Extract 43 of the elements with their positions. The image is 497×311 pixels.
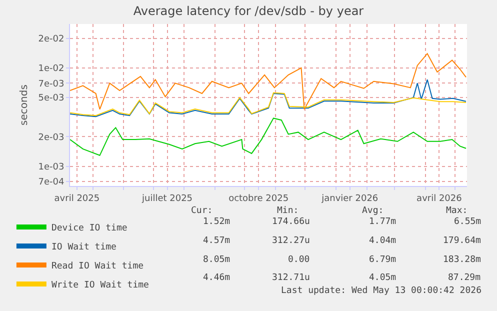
y-axis-title: seconds bbox=[19, 84, 30, 126]
text: 87.29m bbox=[448, 273, 481, 283]
legend-label: IO Wait time bbox=[51, 242, 116, 253]
text: Max: bbox=[446, 206, 468, 216]
text: 4.46m bbox=[203, 273, 230, 283]
legend-label: Device IO time bbox=[51, 224, 128, 234]
y-tick-label: 2e-03 bbox=[38, 132, 64, 143]
x-tick-label: octobre 2025 bbox=[228, 194, 289, 204]
y-tick-label: 7e-03 bbox=[38, 79, 64, 90]
text: 6.79m bbox=[369, 255, 396, 265]
x-tick-label: avril 2025 bbox=[54, 194, 100, 204]
x-tick-label: janvier 2026 bbox=[320, 194, 378, 204]
text: 312.27u bbox=[272, 236, 310, 246]
legend-label: Write IO Wait time bbox=[51, 280, 149, 291]
text: 1.52m bbox=[203, 217, 230, 227]
text: 4.04m bbox=[369, 236, 396, 246]
legend-label: Read IO Wait time bbox=[51, 262, 144, 272]
line-series bbox=[70, 53, 467, 110]
chart-title: Average latency for /dev/sdb - by year bbox=[133, 4, 364, 18]
text: 312.71u bbox=[272, 273, 310, 283]
text: 4.05m bbox=[369, 273, 396, 283]
text: 183.28m bbox=[443, 255, 481, 265]
text: 174.66u bbox=[272, 217, 310, 227]
text: 1.77m bbox=[369, 217, 396, 227]
x-tick-label: avril 2026 bbox=[416, 194, 462, 204]
line-series bbox=[70, 79, 467, 118]
text: 8.05m bbox=[203, 255, 230, 265]
x-tick-label: juillet 2025 bbox=[140, 194, 193, 204]
line-series bbox=[70, 118, 467, 156]
text: Avg: bbox=[362, 206, 384, 216]
text: 179.64m bbox=[443, 236, 481, 246]
y-tick-label: 2e-02 bbox=[38, 34, 64, 45]
y-tick-label: 7e-04 bbox=[38, 178, 64, 188]
line-series bbox=[70, 92, 467, 116]
text: Min: bbox=[277, 206, 299, 216]
y-tick-label: 1e-03 bbox=[38, 162, 64, 172]
text: Last update: Wed May 13 00:00:42 2026 bbox=[281, 286, 482, 296]
text: 0.00 bbox=[288, 255, 310, 265]
text: Cur: bbox=[191, 206, 213, 216]
y-tick-label: 1e-02 bbox=[38, 64, 64, 74]
y-tick-label: 5e-03 bbox=[38, 94, 64, 104]
text: 6.55m bbox=[454, 217, 482, 227]
text: 4.57m bbox=[203, 236, 230, 246]
